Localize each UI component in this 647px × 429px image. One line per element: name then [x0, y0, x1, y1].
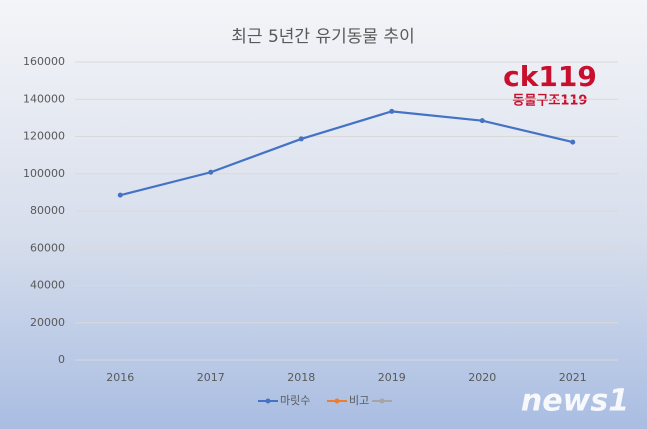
legend-extra: [372, 398, 392, 404]
x-tick-label: 2018: [287, 371, 315, 384]
x-tick-label: 2021: [559, 371, 587, 384]
y-tick-label: 140000: [23, 92, 65, 105]
data-point: [298, 136, 304, 142]
watermark: news1: [521, 384, 629, 419]
data-point: [570, 139, 576, 145]
chart-title: 최근 5년간 유기동물 추이: [231, 27, 414, 47]
data-point: [389, 108, 395, 114]
x-tick-label: 2019: [378, 371, 406, 384]
y-tick-label: 100000: [23, 167, 65, 180]
data-point: [208, 169, 214, 175]
legend-marker: [265, 398, 271, 404]
y-tick-label: 20000: [30, 316, 65, 329]
y-tick-label: 60000: [30, 241, 65, 254]
logo-brand: ck119: [503, 60, 597, 93]
y-tick-label: 160000: [23, 55, 65, 68]
y-tick-label: 120000: [23, 130, 65, 143]
series-line: [119, 110, 574, 197]
x-tick-label: 2016: [106, 371, 134, 384]
legend-label: 비고: [349, 394, 369, 407]
logo-caption: 동물구조119: [513, 94, 588, 109]
x-tick-label: 2020: [468, 371, 496, 384]
legend-marker: [379, 398, 385, 404]
y-tick-label: 0: [58, 353, 65, 366]
x-tick-label: 2017: [197, 371, 225, 384]
data-point: [479, 118, 485, 124]
data-point: [117, 192, 123, 198]
y-tick-label: 40000: [30, 279, 65, 292]
legend-label: 마릿수: [280, 394, 310, 407]
y-tick-label: 80000: [30, 204, 65, 217]
legend-marker: [334, 398, 340, 404]
